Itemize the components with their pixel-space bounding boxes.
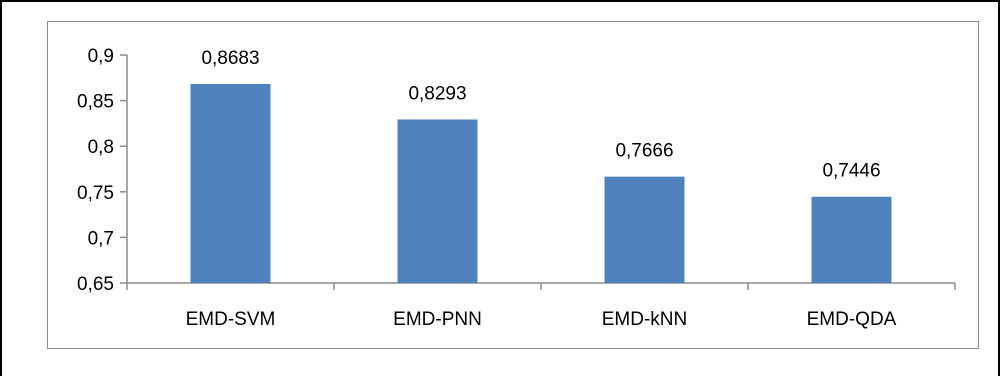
data-label: 0,7666 [615,141,673,162]
bar-emd-svm [190,83,271,283]
data-label: 0,7446 [822,161,880,182]
y-tick-label: 0,8 [88,137,114,158]
y-tick-label: 0,65 [77,274,114,295]
x-tick-label: EMD-kNN [602,309,688,330]
bar-emd-pnn [397,119,478,284]
data-label: 0,8293 [408,83,466,104]
bar-emd-qda [811,196,892,283]
bar-emd-knn [604,176,685,283]
y-tick-label: 0,85 [77,92,114,113]
y-tick-label: 0,7 [88,228,114,249]
x-tick-label: EMD-PNN [393,309,482,330]
x-tick-label: EMD-QDA [807,309,897,330]
y-tick-label: 0,9 [88,46,114,67]
x-tick-label: EMD-SVM [186,309,276,330]
y-tick-label: 0,75 [77,183,114,204]
data-label: 0,8683 [201,48,259,69]
